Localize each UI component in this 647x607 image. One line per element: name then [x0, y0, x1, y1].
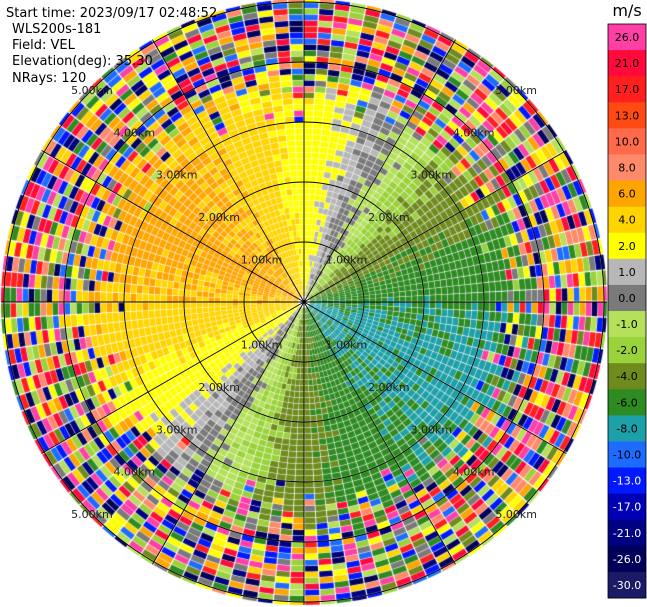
azimuth-spoke-60 [303, 150, 567, 303]
azimuth-spoke-210 [152, 301, 305, 565]
azimuth-spoke-330 [152, 39, 305, 303]
instrument-label: WLS200s-181 [12, 22, 102, 37]
ring-label-1km-135: 1.00km [326, 338, 368, 351]
ring-label-1km-45: 1.00km [326, 254, 368, 267]
ring-label-5km-135: 5.00km [495, 508, 537, 521]
range-ring-labels: 1.00km 1.00km 1.00km 1.00km 2.00km 2.00km 2.00… [71, 84, 537, 521]
ring-label-5km-225: 5.00km [71, 508, 113, 521]
azimuth-spoke-150 [303, 301, 456, 565]
azimuth-spoke-240 [41, 301, 305, 454]
ring-label-1km-225: 1.00km [241, 338, 283, 351]
field-label: Field: VEL [12, 38, 75, 53]
ring-label-2km-315: 2.00km [198, 211, 240, 224]
ring-label-5km-315: 5.00km [71, 84, 113, 97]
ring-label-2km-225: 2.00km [198, 381, 240, 394]
azimuth-spoke-120 [303, 301, 567, 454]
start-time-label: Start time: 2023/09/17 02:48:52 [6, 6, 218, 21]
nrays-label: NRays: 120 [12, 71, 87, 86]
ring-label-2km-135: 2.00km [368, 381, 410, 394]
azimuth-spoke-300 [41, 150, 305, 303]
ring-label-3km-225: 3.00km [156, 423, 198, 436]
ring-label-4km-315: 4.00km [114, 126, 156, 139]
ring-label-5km-45: 5.00km [495, 84, 537, 97]
ring-label-4km-45: 4.00km [453, 126, 495, 139]
azimuth-spoke-30 [303, 39, 456, 303]
ring-label-4km-225: 4.00km [114, 466, 156, 479]
ring-label-3km-135: 3.00km [410, 423, 452, 436]
ring-label-1km-315: 1.00km [241, 254, 283, 267]
ring-label-3km-45: 3.00km [410, 169, 452, 182]
ring-label-2km-45: 2.00km [368, 211, 410, 224]
ring-label-4km-135: 4.00km [453, 466, 495, 479]
ring-label-3km-315: 3.00km [156, 169, 198, 182]
azimuth-spokes [1, 0, 607, 605]
elevation-label: Elevation(deg): 35.30 [12, 54, 153, 69]
